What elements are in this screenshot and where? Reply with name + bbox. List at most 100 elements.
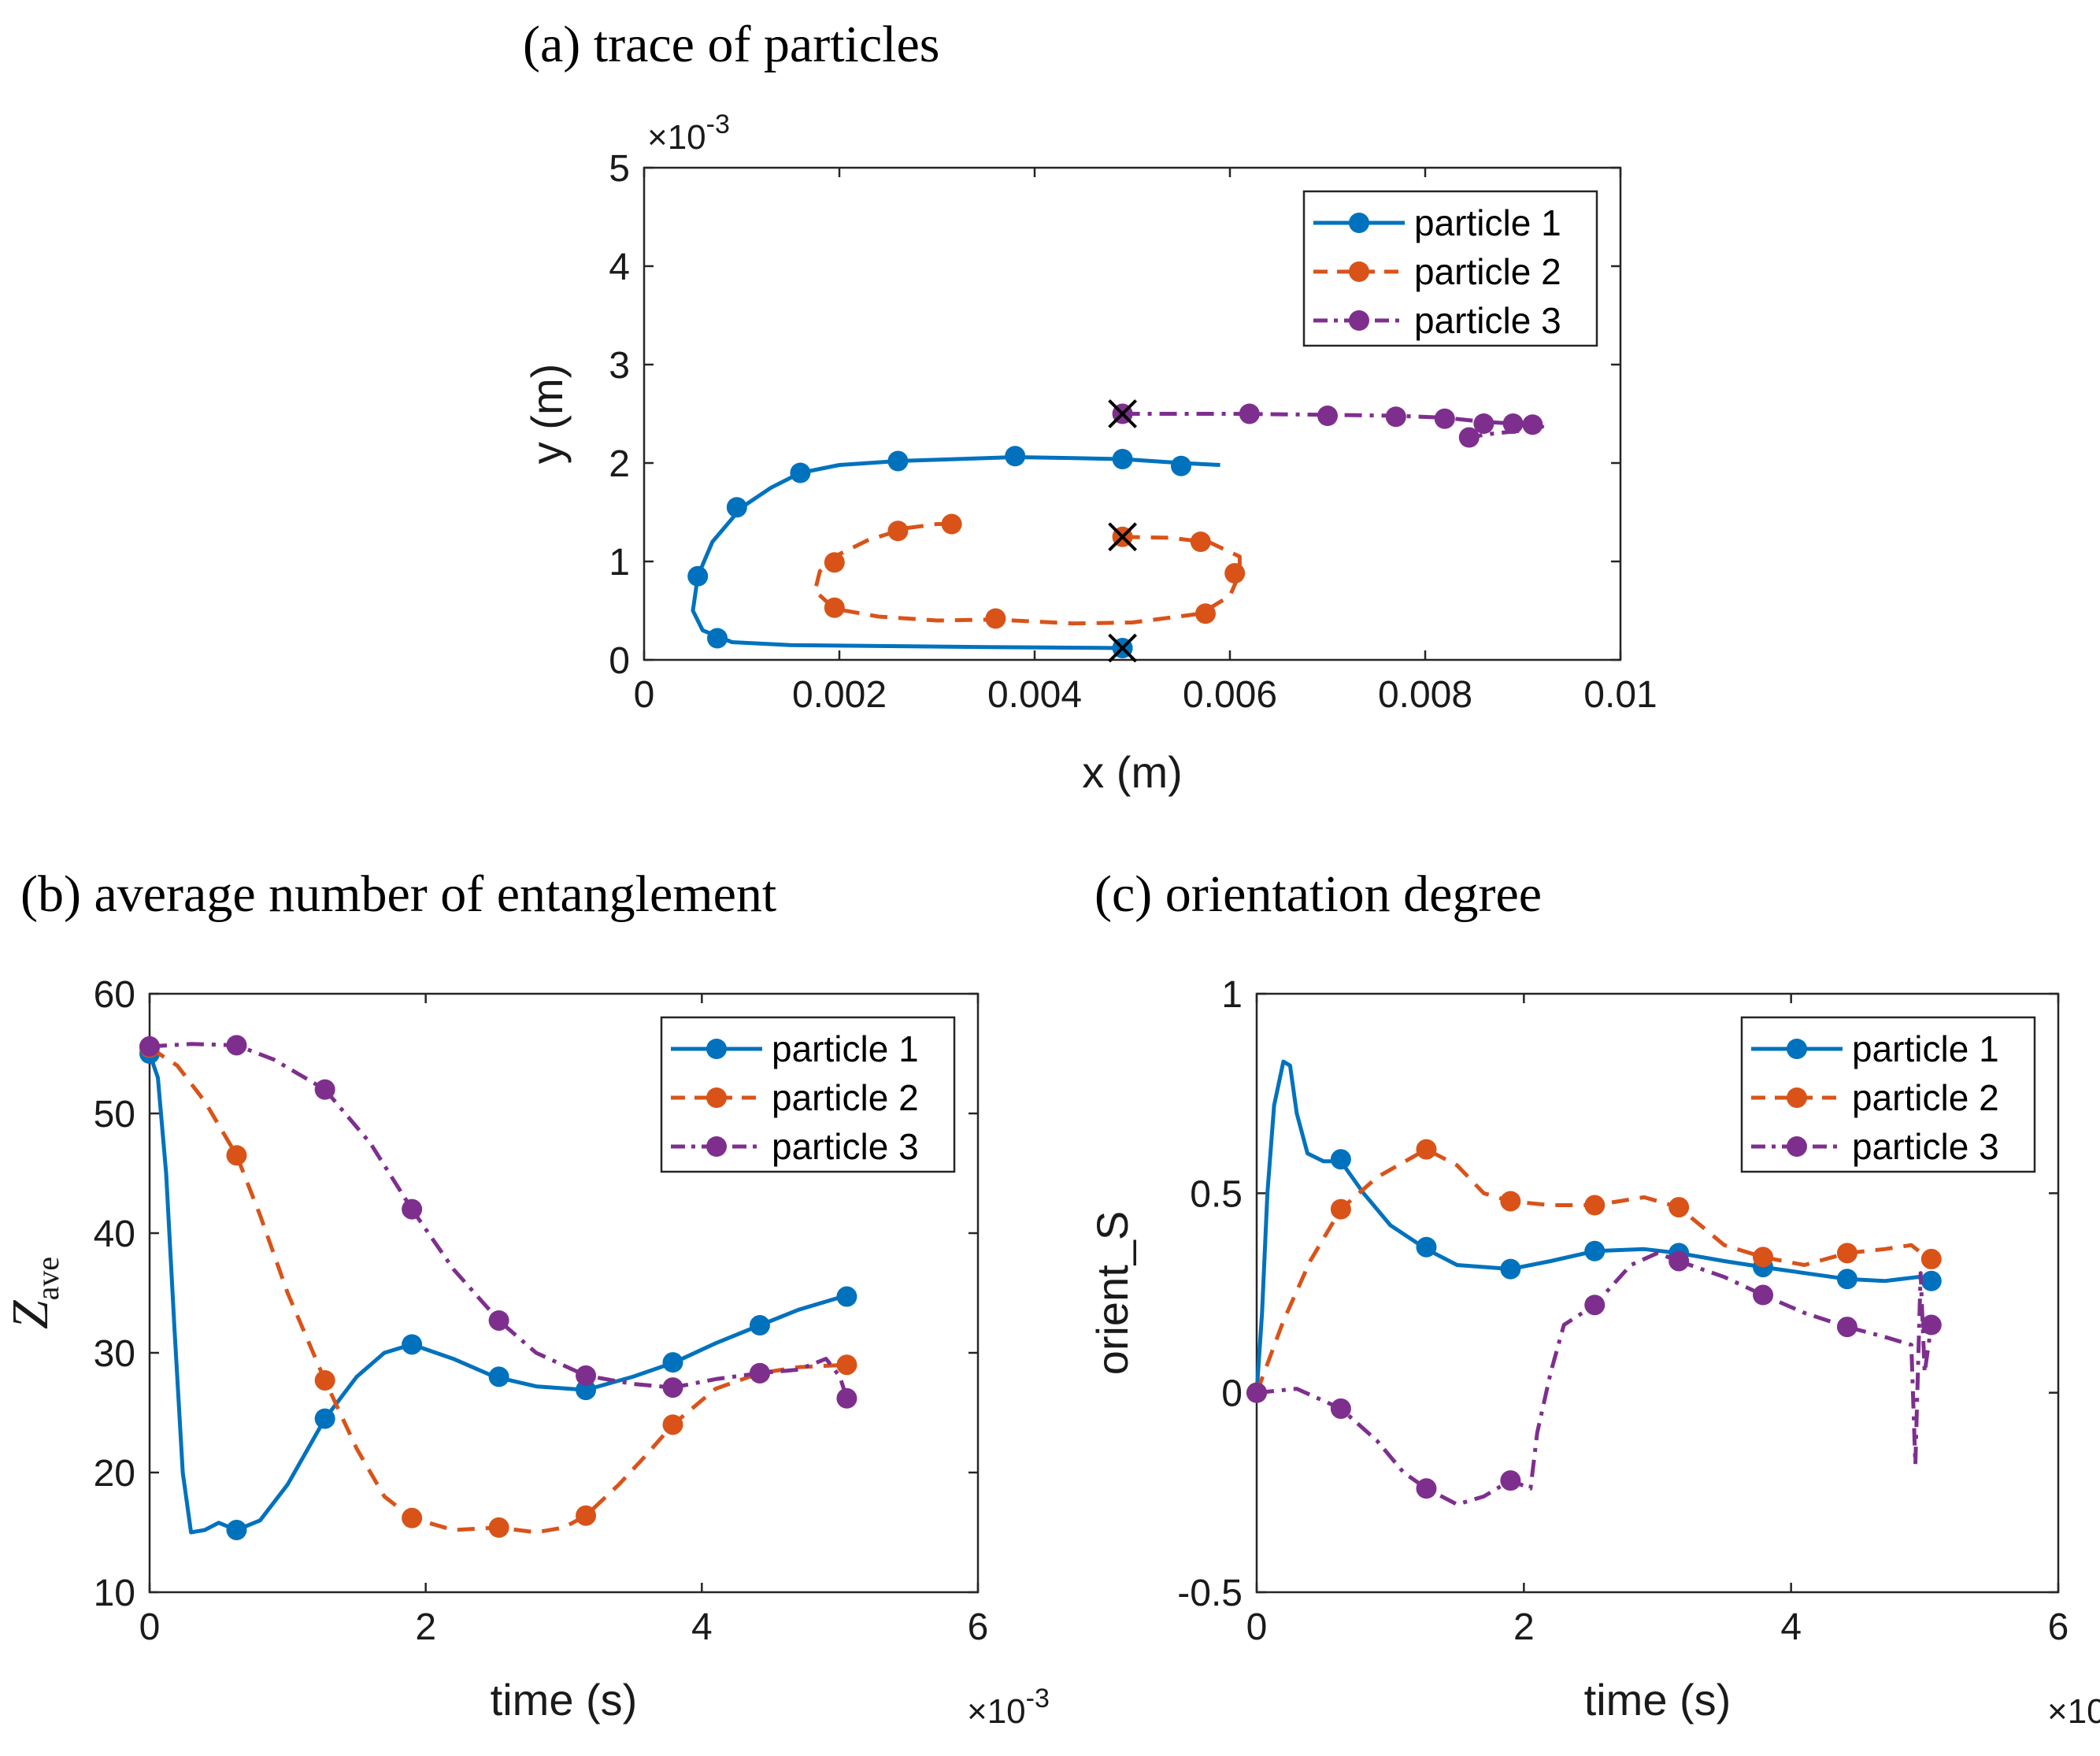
x-exponent-label: ×10-3 (2047, 1684, 2100, 1731)
y-tick-label: 10 (94, 1573, 135, 1614)
data-point-3 (1920, 1314, 1942, 1336)
x-tick-label: 0 (634, 674, 655, 716)
data-point-1 (790, 462, 811, 483)
x-tick-label: 0 (1246, 1606, 1268, 1648)
data-point-2 (1669, 1197, 1690, 1218)
data-point-2 (941, 513, 962, 535)
x-tick-label: 0 (139, 1606, 161, 1648)
legend-marker (1349, 261, 1369, 282)
x-tick-label: 0.004 (987, 674, 1082, 716)
legend-marker (1787, 1039, 1807, 1059)
legend-label: particle 2 (1852, 1077, 1999, 1118)
x-tick-label: 4 (1780, 1606, 1802, 1648)
series-line-3 (1256, 1250, 1934, 1506)
data-point-1 (1171, 455, 1191, 476)
series-line-1 (691, 455, 1220, 650)
data-point-2 (1920, 1248, 1942, 1269)
data-point-2 (1584, 1195, 1606, 1216)
data-point-2 (662, 1414, 683, 1436)
legend-label: particle 3 (772, 1126, 919, 1167)
data-point-3 (576, 1365, 597, 1386)
legend-marker (706, 1087, 727, 1108)
data-point-3 (1753, 1284, 1774, 1306)
x-tick-label: 2 (415, 1606, 436, 1648)
x-tick-label: 0.002 (792, 674, 887, 716)
data-point-3 (402, 1198, 423, 1220)
data-point-2 (226, 1145, 247, 1166)
axes-box (1255, 992, 2060, 1594)
y-tick-label: 0.5 (1190, 1173, 1243, 1215)
data-point-3 (1473, 413, 1494, 434)
data-point-2 (836, 1354, 857, 1376)
data-point-2 (1190, 532, 1211, 552)
data-point-2 (1330, 1198, 1351, 1220)
y-tick-label: 1 (609, 542, 630, 583)
y-tick-label: 5 (609, 148, 630, 190)
data-point-3 (1522, 414, 1543, 435)
data-point-2 (824, 552, 845, 573)
data-point-1 (1005, 446, 1026, 467)
legend-marker (1787, 1136, 1807, 1157)
legend-label: particle 1 (1852, 1028, 1999, 1069)
data-point-3 (314, 1079, 335, 1100)
data-point-1 (749, 1315, 770, 1336)
data-point-3 (488, 1310, 509, 1331)
series-line-1 (1254, 1059, 1932, 1393)
data-point-3 (1239, 403, 1260, 424)
data-point-1 (576, 1380, 597, 1401)
y-tick-label: 30 (94, 1333, 135, 1375)
data-point-3 (1416, 1478, 1437, 1499)
data-point-2 (1500, 1191, 1521, 1212)
data-point-3 (1500, 1470, 1521, 1491)
data-point-2 (985, 608, 1006, 629)
start-cross-marker (1108, 399, 1138, 428)
y-axis-label: Zave (2, 1257, 65, 1329)
data-point-1 (726, 497, 747, 518)
y-tick-label: 0 (609, 640, 630, 682)
data-point-2 (576, 1505, 597, 1526)
data-point-3 (1385, 406, 1406, 428)
y-tick-label: 60 (94, 974, 135, 1016)
data-point-1 (687, 565, 709, 587)
x-axis-label: time (s) (491, 1675, 638, 1725)
data-point-1 (887, 450, 909, 472)
data-point-1 (662, 1352, 683, 1373)
legend-marker (706, 1136, 727, 1157)
legend-marker (1349, 213, 1369, 233)
data-point-3 (1317, 406, 1338, 426)
data-point-2 (887, 521, 909, 542)
data-point-3 (1246, 1382, 1267, 1403)
start-cross-marker (1108, 633, 1138, 663)
x-tick-label: 2 (1513, 1606, 1535, 1648)
x-axis-label: time (s) (1584, 1675, 1731, 1725)
data-point-2 (402, 1507, 423, 1528)
data-point-3 (749, 1362, 770, 1384)
data-point-1 (707, 628, 728, 649)
y-tick-label: 40 (94, 1213, 135, 1255)
y-axis-label: orient_S (1087, 1211, 1137, 1376)
series-line-2 (813, 522, 1242, 626)
data-point-1 (1836, 1269, 1857, 1290)
data-point-3 (226, 1035, 247, 1056)
y-tick-label: 20 (94, 1453, 135, 1495)
data-point-3 (1330, 1398, 1351, 1419)
y-tick-label: 2 (609, 443, 630, 485)
legend-marker (1349, 310, 1369, 331)
panel-a-title: (a) trace of particles (523, 16, 939, 73)
panel-c-title: (c) orientation degree (1094, 865, 1542, 923)
data-point-1 (1920, 1270, 1942, 1291)
y-tick-label: 1 (1221, 974, 1243, 1016)
data-point-2 (1195, 603, 1216, 624)
data-point-3 (1458, 427, 1480, 448)
data-point-1 (1330, 1149, 1351, 1170)
data-point-3 (1669, 1250, 1690, 1272)
panel-b-entanglement-chart: 0 2 4 6 10 20 30 40 50 60 time (s) Zave ×10-3 particl… (2, 974, 1050, 1731)
data-point-3 (1836, 1317, 1857, 1338)
data-point-2 (488, 1517, 509, 1538)
x-tick-label: 0.006 (1183, 674, 1277, 716)
data-point-3 (1434, 408, 1455, 429)
legend-label: particle 2 (772, 1077, 919, 1118)
x-tick-label: 0.01 (1583, 674, 1657, 716)
